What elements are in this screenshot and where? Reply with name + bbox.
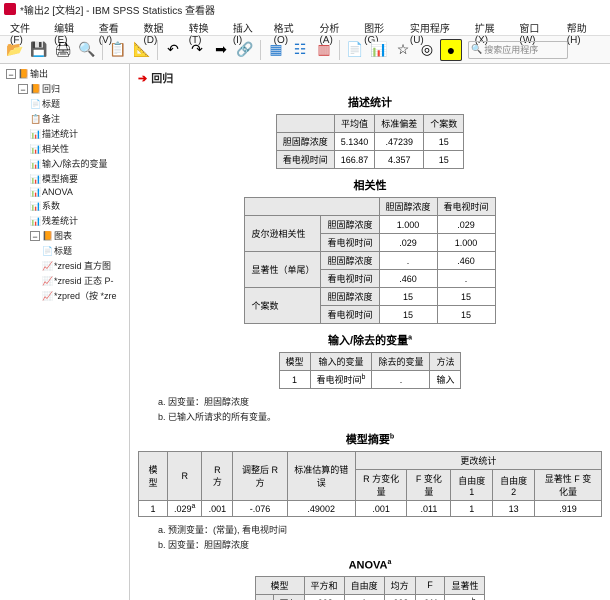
menu-utilities[interactable]: 实用程序(U): [404, 18, 469, 35]
menu-analyze[interactable]: 分析(A): [313, 18, 358, 35]
toolbar: 📂 💾 🖨 🔍 📋 📐 ↶ ↷ ➡ 🔗 ▦ ☷ ▥ 📄 📊 ☆ ◎ ● 🔍 搜索…: [0, 36, 610, 64]
tree-group[interactable]: −📙回归: [2, 81, 127, 96]
separator: [339, 40, 340, 60]
main-area: −📙输出 −📙回归 📄标题 📋备注 📊描述统计 📊相关性 📊输入/除去的变量 📊…: [0, 64, 610, 600]
menu-data[interactable]: 数据(D): [137, 18, 182, 35]
chart-icon[interactable]: 📊: [368, 39, 390, 61]
print-icon[interactable]: 🖨: [52, 39, 74, 61]
menu-bar: 文件(F) 编辑(E) 查看(V) 数据(D) 转换(T) 插入(I) 格式(O…: [0, 18, 610, 36]
summary-note-b: b. 因变量：胆固醇浓度: [158, 538, 602, 551]
tree-item-title[interactable]: 📄标题: [2, 96, 127, 111]
tree-item-desc[interactable]: 📊描述统计: [2, 126, 127, 141]
save-icon[interactable]: 💾: [28, 39, 50, 61]
link-icon[interactable]: 🔗: [234, 39, 256, 61]
undo-icon[interactable]: ↶: [162, 39, 184, 61]
redo-icon[interactable]: ↷: [186, 39, 208, 61]
corr-table: 胆固醇浓度看电视时间 皮尔逊相关性胆固醇浓度1.000.029 看电视时间.02…: [244, 197, 495, 324]
target-icon[interactable]: ◎: [416, 39, 438, 61]
open-icon[interactable]: 📂: [4, 39, 26, 61]
separator: [260, 40, 261, 60]
select-icon[interactable]: ▦: [265, 39, 287, 61]
menu-help[interactable]: 帮助(H): [561, 18, 606, 35]
inout-title: 输入/除去的变量a: [138, 332, 602, 348]
window-titlebar: *输出2 [文档2] - IBM SPSS Statistics 查看器: [0, 0, 610, 18]
separator: [102, 40, 103, 60]
text-icon[interactable]: 📄: [344, 39, 366, 61]
output-heading: ➔ 回归: [138, 70, 602, 86]
arrow-icon: ➔: [138, 72, 147, 85]
tree-chart-hist[interactable]: 📈*zresid 直方图: [2, 258, 127, 273]
menu-format[interactable]: 格式(O): [268, 18, 314, 35]
inout-note-b: b. 已输入所请求的所有变量。: [158, 410, 602, 423]
output-title: 回归: [151, 70, 173, 86]
desc-table: 平均值标准偏差个案数 胆固醇浓度5.1340.4723915 看电视时间166.…: [276, 114, 465, 169]
menu-edit[interactable]: 编辑(E): [48, 18, 93, 35]
tree-chart-zpred[interactable]: 📈*zpred（按 *zre: [2, 288, 127, 303]
goto-icon[interactable]: ➡: [210, 39, 232, 61]
menu-graphs[interactable]: 图形(G): [358, 18, 404, 35]
star-icon[interactable]: ☆: [392, 39, 414, 61]
inout-table: 模型输入的变量除去的变量方法 1看电视时间b.输入: [279, 352, 462, 389]
anova-table: 模型平方和自由度均方F显著性 1回归.0031.003.011.919b 残差3…: [255, 576, 486, 600]
summary-title: 模型摘要b: [138, 431, 602, 447]
anova-title: ANOVAa: [138, 559, 602, 572]
menu-transform[interactable]: 转换(T): [183, 18, 227, 35]
tree-item-summary[interactable]: 📊模型摘要: [2, 171, 127, 186]
output-content: ➔ 回归 描述统计 平均值标准偏差个案数 胆固醇浓度5.1340.4723915…: [130, 64, 610, 600]
summary-note-a: a. 预测变量：(常量), 看电视时间: [158, 523, 602, 536]
menu-file[interactable]: 文件(F): [4, 18, 48, 35]
tree-item-coef[interactable]: 📊系数: [2, 198, 127, 213]
tree-chart-pp[interactable]: 📈*zresid 正态 P-: [2, 273, 127, 288]
tree-root[interactable]: −📙输出: [2, 66, 127, 81]
separator: [157, 40, 158, 60]
preview-icon[interactable]: 🔍: [76, 39, 98, 61]
ruler-icon[interactable]: 📐: [131, 39, 153, 61]
window-title: *输出2 [文档2] - IBM SPSS Statistics 查看器: [20, 2, 215, 17]
corr-title: 相关性: [138, 177, 602, 193]
tree-icon[interactable]: ☷: [289, 39, 311, 61]
tree-charts[interactable]: −📙图表: [2, 228, 127, 243]
export-icon[interactable]: 📋: [107, 39, 129, 61]
menu-insert[interactable]: 插入(I): [227, 18, 268, 35]
tree-item-corr[interactable]: 📊相关性: [2, 141, 127, 156]
search-input[interactable]: 🔍 搜索应用程序: [468, 41, 568, 59]
tree-item-notes[interactable]: 📋备注: [2, 111, 127, 126]
search-placeholder: 搜索应用程序: [484, 43, 538, 56]
menu-extensions[interactable]: 扩展(X): [469, 18, 514, 35]
summary-table: 模型RR 方调整后 R 方标准估算的错误更改统计 R 方变化量F 变化量自由度 …: [138, 451, 602, 517]
desc-title: 描述统计: [138, 94, 602, 110]
menu-view[interactable]: 查看(V): [93, 18, 138, 35]
search-icon: 🔍: [471, 44, 482, 55]
outline-sidebar: −📙输出 −📙回归 📄标题 📋备注 📊描述统计 📊相关性 📊输入/除去的变量 📊…: [0, 64, 130, 600]
plus-icon[interactable]: ●: [440, 39, 462, 61]
tree-item-resid[interactable]: 📊残差统计: [2, 213, 127, 228]
menu-window[interactable]: 窗口(W): [513, 18, 560, 35]
tree-item-inout[interactable]: 📊输入/除去的变量: [2, 156, 127, 171]
app-icon: [4, 3, 16, 15]
inout-note-a: a. 因变量：胆固醇浓度: [158, 395, 602, 408]
insert-icon[interactable]: ▥: [313, 39, 335, 61]
tree-item-anova[interactable]: 📊ANOVA: [2, 186, 127, 198]
tree-chart-title[interactable]: 📄标题: [2, 243, 127, 258]
